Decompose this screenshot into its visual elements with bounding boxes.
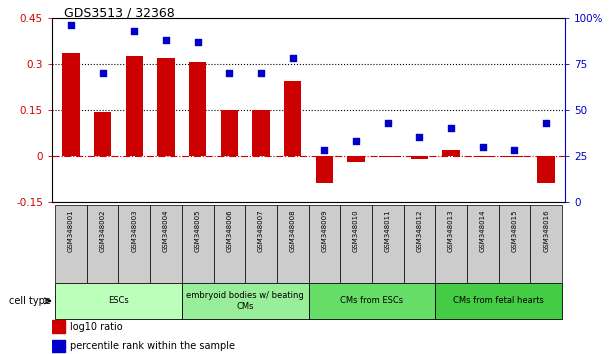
Bar (435, 205, 467, 283)
Point (383, 120, 393, 125)
Text: GSM348005: GSM348005 (195, 209, 200, 252)
Text: GSM348006: GSM348006 (226, 209, 232, 252)
Bar (538, 156, 555, 183)
Bar (348, 156, 365, 162)
Bar (87, 205, 119, 283)
Text: percentile rank within the sample: percentile rank within the sample (70, 341, 235, 351)
Bar (157, 58, 175, 156)
Point (193, 39, 203, 45)
Text: GSM348015: GSM348015 (511, 209, 518, 252)
Point (98, 70, 108, 76)
Bar (372, 205, 404, 283)
Point (510, 147, 519, 153)
Bar (316, 156, 333, 183)
Bar (182, 283, 309, 319)
Bar (309, 283, 435, 319)
Text: GSM348012: GSM348012 (417, 209, 422, 252)
Text: GSM348016: GSM348016 (543, 209, 549, 252)
Text: GSM348002: GSM348002 (100, 209, 106, 252)
Point (446, 125, 456, 131)
Point (320, 147, 329, 153)
Point (256, 70, 266, 76)
Point (161, 37, 171, 42)
Bar (182, 205, 213, 283)
Bar (404, 205, 435, 283)
Text: GSM348009: GSM348009 (321, 209, 327, 252)
Bar (252, 110, 269, 156)
Text: embryoid bodies w/ beating
CMs: embryoid bodies w/ beating CMs (186, 291, 304, 310)
Point (541, 120, 551, 125)
Text: GSM348003: GSM348003 (131, 209, 137, 252)
Bar (189, 62, 207, 156)
Point (288, 55, 298, 61)
Text: GSM348013: GSM348013 (448, 209, 454, 252)
Bar (52, 340, 65, 352)
Text: cell type: cell type (9, 296, 51, 306)
Bar (530, 205, 562, 283)
Bar (309, 205, 340, 283)
Text: GSM348007: GSM348007 (258, 209, 264, 252)
Point (414, 135, 424, 140)
Bar (126, 56, 143, 156)
Bar (221, 110, 238, 156)
Bar (150, 205, 182, 283)
Bar (119, 205, 150, 283)
Bar (506, 156, 523, 157)
Bar (94, 112, 111, 156)
Bar (245, 205, 277, 283)
Bar (62, 53, 79, 156)
Bar (52, 320, 65, 333)
Text: ESCs: ESCs (108, 296, 129, 306)
Text: GSM348008: GSM348008 (290, 209, 296, 252)
Bar (474, 156, 491, 157)
Text: GSM348014: GSM348014 (480, 209, 486, 252)
Point (351, 138, 361, 144)
Text: log10 ratio: log10 ratio (70, 321, 123, 332)
Bar (442, 150, 460, 156)
Bar (277, 205, 309, 283)
Text: GSM348011: GSM348011 (385, 209, 391, 252)
Bar (379, 156, 397, 157)
Bar (435, 283, 562, 319)
Bar (499, 205, 530, 283)
Point (130, 28, 139, 33)
Text: GSM348010: GSM348010 (353, 209, 359, 252)
Bar (411, 156, 428, 159)
Text: GSM348004: GSM348004 (163, 209, 169, 252)
Point (224, 70, 234, 76)
Bar (340, 205, 372, 283)
Bar (213, 205, 245, 283)
Point (478, 144, 488, 149)
Text: CMs from ESCs: CMs from ESCs (340, 296, 403, 306)
Bar (55, 283, 182, 319)
Text: CMs from fetal hearts: CMs from fetal hearts (453, 296, 544, 306)
Bar (467, 205, 499, 283)
Text: GDS3513 / 32368: GDS3513 / 32368 (64, 6, 175, 19)
Text: GSM348001: GSM348001 (68, 209, 74, 252)
Point (66, 22, 76, 28)
Bar (55, 205, 87, 283)
Bar (284, 81, 301, 156)
